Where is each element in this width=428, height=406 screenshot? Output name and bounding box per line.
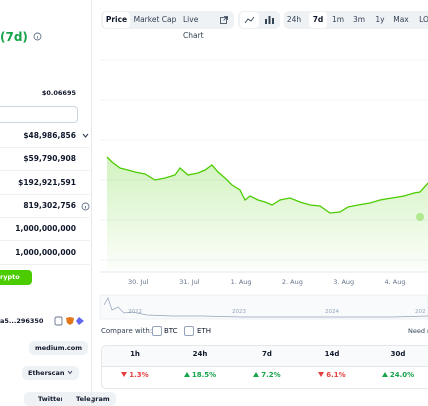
tab-group [101, 11, 234, 29]
compare-label: Compare with: [101, 327, 153, 335]
price-chart [99, 59, 428, 320]
perf-cell: 18.5% [168, 371, 232, 379]
social-label: Telegram [76, 395, 110, 403]
perf-header-cell: 30d [390, 350, 406, 358]
navigator-label: 202 [415, 309, 426, 315]
stat-value: $192,921,591 [18, 177, 76, 187]
range-bar [0, 106, 78, 123]
stat-row: $192,921,591 [0, 171, 90, 195]
x-tick-label: 3. Aug [333, 278, 355, 286]
compare-option[interactable]: BTC [164, 327, 178, 335]
link-button[interactable]: Etherscan [22, 366, 79, 380]
chevron [67, 370, 73, 375]
range-tab[interactable]: 24h [286, 15, 302, 24]
x-tick-label: 2. Aug [281, 278, 303, 286]
stat-value: 1,000,000,000 [15, 247, 76, 257]
hover-marker [416, 213, 424, 221]
info-icon [81, 202, 90, 211]
perf-header-cell: 1h [130, 350, 140, 358]
navigator-line [103, 297, 428, 318]
stat-row: 1,000,000,000 [0, 217, 90, 242]
chevron [82, 133, 89, 138]
stat-row: 1,000,000,000 [0, 241, 90, 265]
stat-row: 819,302,756 [0, 194, 90, 218]
low-price: $0.06695 [41, 89, 76, 97]
chart-type-icons[interactable] [240, 12, 280, 28]
range-tab[interactable]: LO [419, 15, 428, 24]
price-line [106, 156, 428, 214]
x-tick-label: 31. Jul [179, 278, 200, 286]
perf-header-cell: 14d [324, 350, 340, 358]
stat-row: $48,986,856 [0, 124, 90, 148]
note: Need m [408, 327, 428, 335]
stat-value: $59,790,908 [23, 154, 76, 164]
contract: a5...296350 [0, 317, 44, 325]
perf-header [102, 346, 428, 367]
contract-icons [54, 316, 84, 326]
navigator-label: 2023 [232, 309, 246, 315]
perf-table [101, 345, 428, 389]
perf-value: 1.3% [129, 371, 149, 379]
perf-header-cell: 7d [262, 350, 272, 358]
x-tick-label: 30. Jul [128, 278, 149, 286]
range-tab[interactable]: 1y [375, 15, 385, 24]
trend-arrow [318, 372, 325, 377]
perf-value: 24.0% [389, 371, 415, 379]
perf-cell: 1.3% [103, 371, 167, 379]
tab[interactable]: Live Chart [183, 15, 204, 40]
external-icon [220, 16, 228, 24]
trend-arrow [253, 372, 260, 377]
range-tab[interactable]: 7d [309, 12, 327, 28]
trend-arrow [381, 372, 388, 377]
add-button-label: rypto [0, 273, 20, 281]
navigator-label: 2024 [325, 309, 339, 315]
stat-value: 819,302,756 [23, 200, 76, 210]
divider [91, 0, 92, 400]
checkbox[interactable] [184, 326, 194, 336]
link-button[interactable]: medium.com [29, 341, 89, 355]
range-tab[interactable]: Max [393, 15, 409, 24]
perf-cell: 7.2% [235, 371, 299, 379]
trend-arrow [183, 372, 190, 377]
compare-option[interactable]: ETH [197, 327, 211, 335]
x-tick-label: 4. Aug [384, 278, 406, 286]
range-tab[interactable]: 1m [331, 15, 345, 24]
social-button[interactable]: Telegram [62, 392, 116, 406]
info-icon [33, 32, 42, 41]
tab[interactable]: Price [103, 12, 130, 28]
add-button[interactable]: rypto [0, 270, 32, 285]
trend-arrow [121, 372, 128, 377]
period: (7d) [0, 30, 28, 44]
range-tab[interactable]: 3m [352, 15, 366, 24]
stat-row: $59,790,908 [0, 147, 90, 172]
perf-value: 18.5% [191, 371, 217, 379]
x-tick-label: 1. Aug [230, 278, 252, 286]
link-label: Etherscan [28, 369, 65, 377]
perf-cell: 24.0% [366, 371, 428, 379]
checkbox[interactable] [152, 326, 162, 336]
social-label: Twitter [38, 395, 64, 403]
tab[interactable]: Market Cap [133, 15, 177, 24]
perf-value: 6.1% [326, 371, 346, 379]
price-area [107, 157, 428, 270]
perf-cell: 6.1% [300, 371, 364, 379]
stat-value: 1,000,000,000 [15, 224, 76, 234]
perf-value: 7.2% [261, 371, 281, 379]
perf-header-cell: 24h [192, 350, 208, 358]
stat-value: $48,986,856 [23, 131, 76, 140]
navigator-label: 2022 [128, 309, 142, 315]
